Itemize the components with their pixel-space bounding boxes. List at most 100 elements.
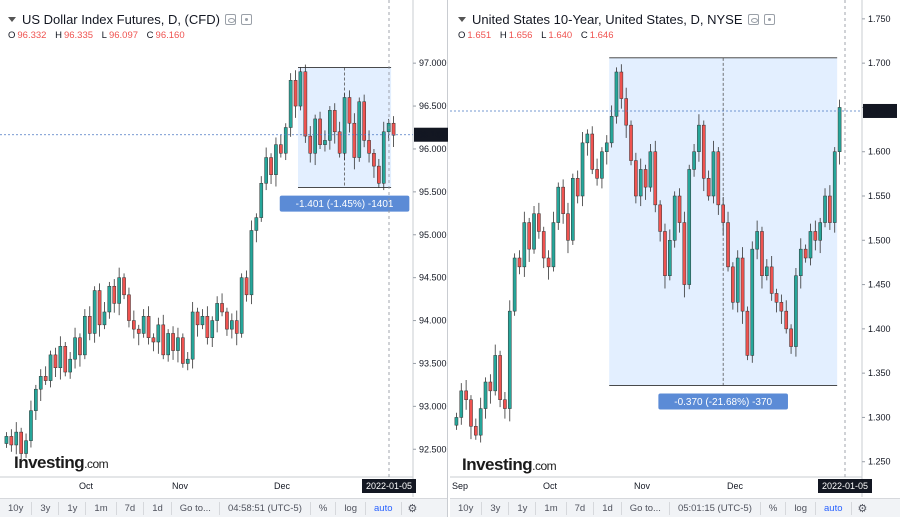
- investing-logo: Investing.com: [462, 455, 557, 474]
- candle-body: [478, 408, 483, 436]
- range-1y-button[interactable]: 1y: [509, 501, 537, 515]
- auto-button[interactable]: auto: [816, 501, 852, 515]
- candle-body: [556, 186, 561, 223]
- candle-body: [677, 195, 682, 223]
- candle-body: [279, 144, 283, 154]
- candle-body: [259, 183, 264, 218]
- candle-body: [205, 316, 210, 338]
- candle-body: [488, 381, 493, 392]
- chart-canvas-right[interactable]: 1.7501.7001.6501.6001.5501.5001.4501.400…: [450, 0, 900, 498]
- candle-body: [146, 316, 151, 338]
- measure-label: -1.401 (-1.45%) -1401: [296, 199, 394, 210]
- candle-body: [575, 178, 580, 197]
- candle-body: [832, 151, 837, 223]
- eye-icon[interactable]: [747, 14, 759, 25]
- investing-logo: Investing.com: [14, 453, 109, 472]
- candle-body: [391, 122, 396, 136]
- candle-body: [78, 337, 82, 356]
- candle-body: [740, 257, 745, 312]
- ohlc-right: O 1.651 H 1.656 L 1.640 C 1.646: [458, 30, 614, 41]
- candle-body: [313, 118, 317, 154]
- last-price-tag: [414, 127, 448, 142]
- x-tick-label: Nov: [172, 481, 189, 491]
- range-1d-button[interactable]: 1d: [144, 501, 172, 515]
- candle-body: [803, 248, 808, 259]
- candle-body: [87, 316, 92, 334]
- eye-icon[interactable]: [224, 14, 236, 25]
- y-tick-label: 96.000: [419, 144, 447, 154]
- range-3y-button[interactable]: 3y: [32, 501, 60, 515]
- range-1y-button[interactable]: 1y: [59, 501, 87, 515]
- settings-icon[interactable]: [240, 14, 252, 25]
- chart-panel-right[interactable]: 1.7501.7001.6501.6001.5501.5001.4501.400…: [450, 0, 900, 517]
- chart-canvas-left[interactable]: 97.000 96.500 96.000 95.500 95.000 94.500 94.0…: [0, 0, 448, 498]
- y-tick-label: 92.500: [419, 444, 447, 454]
- candle-body: [808, 231, 813, 259]
- date-tag-label: 2022-01-05: [822, 481, 868, 491]
- candle-body: [551, 222, 556, 268]
- gear-icon[interactable]: ⚙: [857, 502, 868, 515]
- legend-left: US Dollar Index Futures, D, (CFD): [8, 12, 252, 27]
- candle-body: [561, 186, 565, 214]
- goto-button[interactable]: Go to...: [172, 501, 220, 515]
- range-10y-button[interactable]: 10y: [450, 501, 483, 515]
- candle-body: [687, 169, 692, 285]
- range-3y-button[interactable]: 3y: [482, 501, 510, 515]
- candle-body: [92, 290, 97, 334]
- candle-body: [298, 71, 303, 107]
- candle-body: [619, 71, 624, 99]
- settings-icon[interactable]: [763, 14, 775, 25]
- candle-body: [127, 294, 131, 321]
- candle-body: [823, 195, 827, 223]
- x-tick-label: Dec: [274, 481, 291, 491]
- candle-body: [454, 417, 459, 426]
- candle-body: [692, 151, 696, 170]
- percent-button[interactable]: %: [761, 501, 787, 515]
- range-1m-button[interactable]: 1m: [86, 501, 117, 515]
- candle-body: [230, 320, 234, 330]
- candle-body: [151, 337, 156, 343]
- candle-body: [254, 217, 259, 231]
- log-button[interactable]: log: [786, 501, 816, 515]
- percent-button[interactable]: %: [311, 501, 337, 515]
- candle-body: [381, 131, 386, 184]
- y-tick-label: 93.000: [419, 401, 447, 411]
- candle-body: [638, 169, 643, 197]
- candle-body: [624, 98, 628, 126]
- log-button[interactable]: log: [336, 501, 366, 515]
- candle-body: [716, 151, 721, 206]
- y-tick-label: 1.500: [868, 235, 891, 245]
- range-7d-button[interactable]: 7d: [117, 501, 145, 515]
- candle-body: [347, 97, 352, 124]
- candle-body: [97, 290, 102, 326]
- candle-body: [512, 257, 517, 312]
- candle-body: [643, 169, 648, 188]
- candle-body: [249, 230, 254, 296]
- range-1d-button[interactable]: 1d: [594, 501, 622, 515]
- goto-button[interactable]: Go to...: [622, 501, 670, 515]
- candle-body: [58, 346, 63, 368]
- candle-body: [765, 266, 769, 276]
- chart-panel-left[interactable]: 97.000 96.500 96.000 95.500 95.000 94.500 94.0…: [0, 0, 448, 517]
- candle-body: [590, 133, 595, 170]
- candle-body: [459, 390, 464, 418]
- candle-body: [609, 116, 614, 144]
- candle-body: [102, 311, 107, 326]
- measure-label: -0.370 (-21.68%) -370: [674, 397, 772, 408]
- candle-body: [4, 436, 9, 444]
- candle-body: [546, 257, 551, 268]
- candle-body: [818, 222, 822, 241]
- candle-body: [474, 426, 478, 436]
- x-tick-label: Oct: [543, 481, 558, 491]
- collapse-icon[interactable]: [458, 17, 466, 22]
- candle-body: [507, 310, 512, 409]
- range-10y-button[interactable]: 10y: [0, 501, 33, 515]
- candle-body: [794, 275, 798, 347]
- auto-button[interactable]: auto: [366, 501, 402, 515]
- gear-icon[interactable]: ⚙: [407, 502, 418, 515]
- range-7d-button[interactable]: 7d: [567, 501, 595, 515]
- candle-body: [185, 358, 190, 364]
- range-1m-button[interactable]: 1m: [536, 501, 567, 515]
- candle-body: [837, 107, 842, 152]
- collapse-icon[interactable]: [8, 17, 16, 22]
